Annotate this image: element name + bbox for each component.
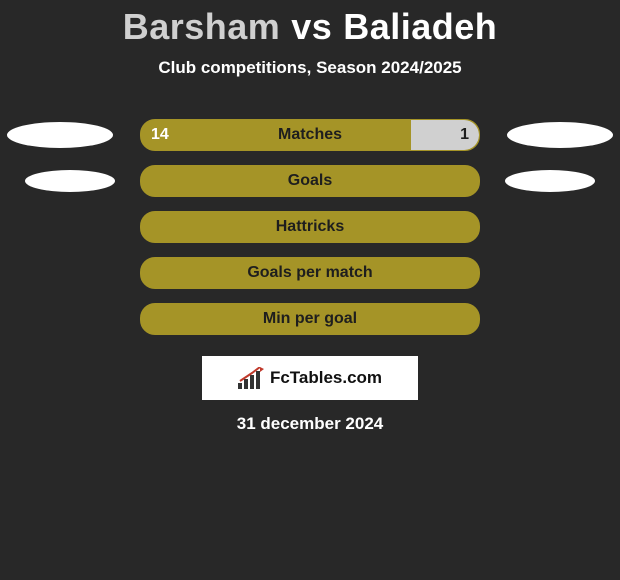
stat-label: Hattricks	[141, 218, 479, 236]
player1-marker	[7, 122, 113, 148]
player1-value: 14	[151, 126, 169, 144]
stat-row: Goals	[0, 158, 620, 204]
vs-separator: vs	[291, 6, 332, 47]
stat-bar: Goals per match	[140, 257, 480, 289]
snapshot-date: 31 december 2024	[0, 414, 620, 434]
comparison-chart: Matches14 1 Goals Hattricks Goals per match M…	[0, 112, 620, 342]
stat-row: Matches14 1	[0, 112, 620, 158]
subtitle: Club competitions, Season 2024/2025	[0, 58, 620, 78]
stat-row: Goals per match	[0, 250, 620, 296]
stat-label: Goals per match	[141, 264, 479, 282]
stat-bar: Matches14 1	[140, 119, 480, 151]
stat-label: Min per goal	[141, 310, 479, 328]
player2-marker	[505, 170, 595, 192]
stat-row: Hattricks	[0, 204, 620, 250]
player2-name: Baliadeh	[343, 6, 497, 47]
player2-marker	[507, 122, 613, 148]
player2-value: 1	[460, 126, 469, 144]
stat-bar: Goals	[140, 165, 480, 197]
stat-label: Goals	[141, 172, 479, 190]
brand-text: FcTables.com	[270, 368, 382, 388]
stat-bar: Min per goal	[140, 303, 480, 335]
page-title: Barsham vs Baliadeh	[0, 0, 620, 48]
stat-bar: Hattricks	[140, 211, 480, 243]
infographic-root: Barsham vs Baliadeh Club competitions, S…	[0, 0, 620, 580]
brand-inner: FcTables.com	[238, 367, 382, 389]
player1-marker	[25, 170, 115, 192]
player1-name: Barsham	[123, 6, 281, 47]
brand-badge: FcTables.com	[202, 356, 418, 400]
stat-row: Min per goal	[0, 296, 620, 342]
brand-chart-icon	[238, 367, 264, 389]
stat-label: Matches	[141, 126, 479, 144]
